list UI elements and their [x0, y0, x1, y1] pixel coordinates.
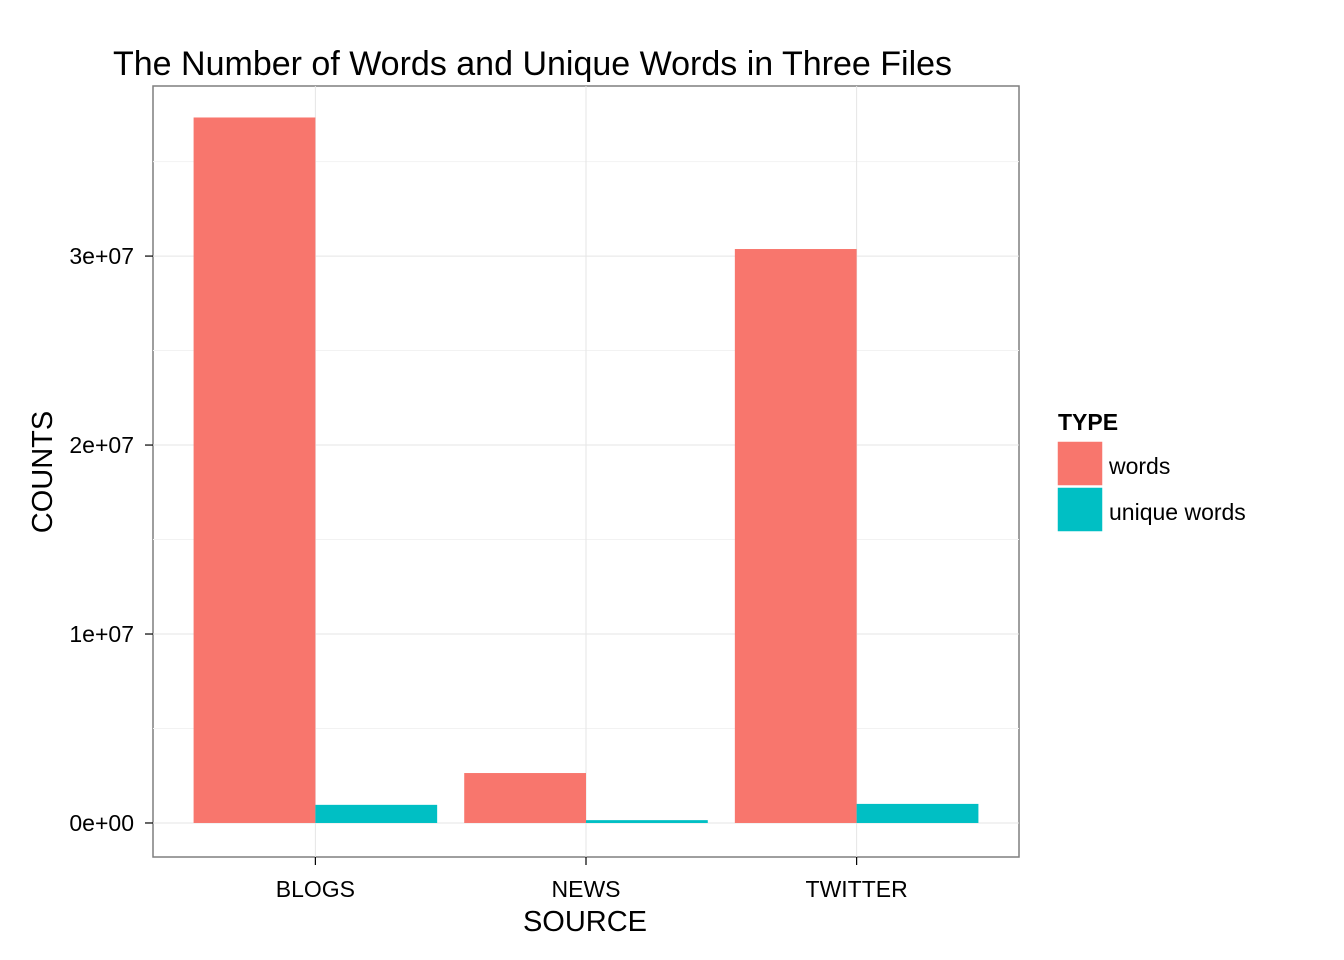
x-tick-label: TWITTER	[806, 876, 908, 902]
bar-news-unique-words	[586, 820, 708, 823]
y-tick-label: 1e+07	[69, 621, 134, 647]
legend-key-words	[1056, 440, 1104, 487]
y-axis: 0e+00 1e+07 2e+07 3e+07	[69, 243, 153, 836]
y-tick-label: 2e+07	[69, 432, 134, 458]
x-axis: BLOGS NEWS TWITTER	[276, 857, 908, 902]
bar-news-words	[464, 773, 586, 823]
bar-blogs-words	[193, 117, 316, 823]
x-axis-title: SOURCE	[523, 906, 647, 938]
chart-title: The Number of Words and Unique Words in …	[113, 45, 952, 83]
legend-label-unique-words: unique words	[1109, 499, 1246, 525]
legend-label-words: words	[1108, 453, 1170, 479]
legend: TYPE words unique words	[1056, 409, 1246, 533]
x-tick-label: BLOGS	[276, 876, 355, 902]
x-tick-label: NEWS	[552, 876, 621, 902]
bar-twitter-words	[734, 249, 857, 823]
bar-twitter-unique-words	[856, 803, 979, 823]
legend-key-unique-words	[1056, 486, 1104, 533]
y-tick-label: 0e+00	[69, 810, 134, 836]
y-tick-label: 3e+07	[69, 243, 134, 269]
y-axis-title: COUNTS	[27, 411, 59, 533]
bar-blogs-unique-words	[315, 804, 438, 823]
legend-title: TYPE	[1058, 409, 1118, 435]
bars	[193, 117, 979, 823]
